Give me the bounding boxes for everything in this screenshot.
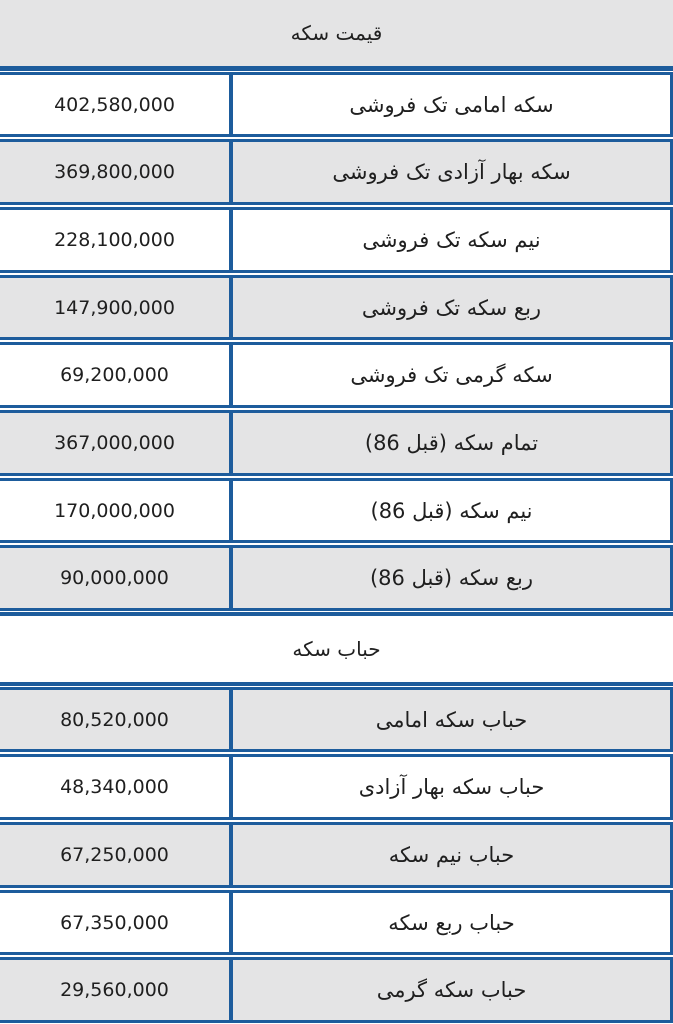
price-value: 67,250,000	[0, 825, 233, 885]
price-value: 369,800,000	[0, 142, 233, 203]
price-label: سکه امامی تک فروشی	[349, 92, 554, 117]
price-label: تمام سکه (قبل 86)	[364, 430, 539, 455]
price-value: 147,900,000	[0, 277, 233, 338]
table-row: 80,520,000 حباب سکه امامی	[0, 686, 673, 754]
price-label: حباب نیم سکه	[388, 842, 515, 867]
price-label: نیم سکه (قبل 86)	[370, 498, 533, 523]
price-label: سکه بهار آزادی تک فروشی	[332, 160, 571, 185]
table-row: 402,580,000 سکه امامی تک فروشی	[0, 71, 673, 139]
price-value: 367,000,000	[0, 413, 233, 473]
section-title: حباب سکه	[0, 612, 673, 686]
price-label: حباب ربع سکه	[388, 910, 515, 935]
table-row: 170,000,000 نیم سکه (قبل 86)	[0, 477, 673, 545]
price-label: حباب سکه گرمی	[376, 978, 527, 1003]
price-label: حباب سکه بهار آزادی	[358, 775, 545, 800]
table-title: قیمت سکه	[0, 0, 673, 71]
price-value: 80,520,000	[0, 689, 233, 750]
table-row: 90,000,000 ربع سکه (قبل 86)	[0, 544, 673, 612]
price-label: ربع سکه (قبل 86)	[369, 566, 534, 591]
price-label: حباب سکه امامی	[375, 707, 528, 732]
price-label: نیم سکه تک فروشی	[362, 227, 541, 252]
table-row: 369,800,000 سکه بهار آزادی تک فروشی	[0, 138, 673, 206]
table-row: 67,250,000 حباب نیم سکه	[0, 821, 673, 889]
price-value: 402,580,000	[0, 74, 233, 135]
price-value: 90,000,000	[0, 548, 233, 609]
price-value: 69,200,000	[0, 345, 233, 406]
table-row: 67,350,000 حباب ربع سکه	[0, 889, 673, 957]
table-row: 147,900,000 ربع سکه تک فروشی	[0, 274, 673, 342]
price-label: سکه گرمی تک فروشی	[350, 363, 553, 388]
price-label: ربع سکه تک فروشی	[361, 295, 542, 320]
table-row: 367,000,000 تمام سکه (قبل 86)	[0, 409, 673, 477]
price-value: 170,000,000	[0, 480, 233, 541]
table-row: 29,560,000 حباب سکه گرمی	[0, 956, 673, 1024]
table-row: 69,200,000 سکه گرمی تک فروشی	[0, 341, 673, 409]
table-row: 48,340,000 حباب سکه بهار آزادی	[0, 753, 673, 821]
price-value: 67,350,000	[0, 892, 233, 953]
price-value: 48,340,000	[0, 757, 233, 818]
table-row: 228,100,000 نیم سکه تک فروشی	[0, 206, 673, 274]
price-value: 228,100,000	[0, 210, 233, 270]
price-value: 29,560,000	[0, 960, 233, 1021]
